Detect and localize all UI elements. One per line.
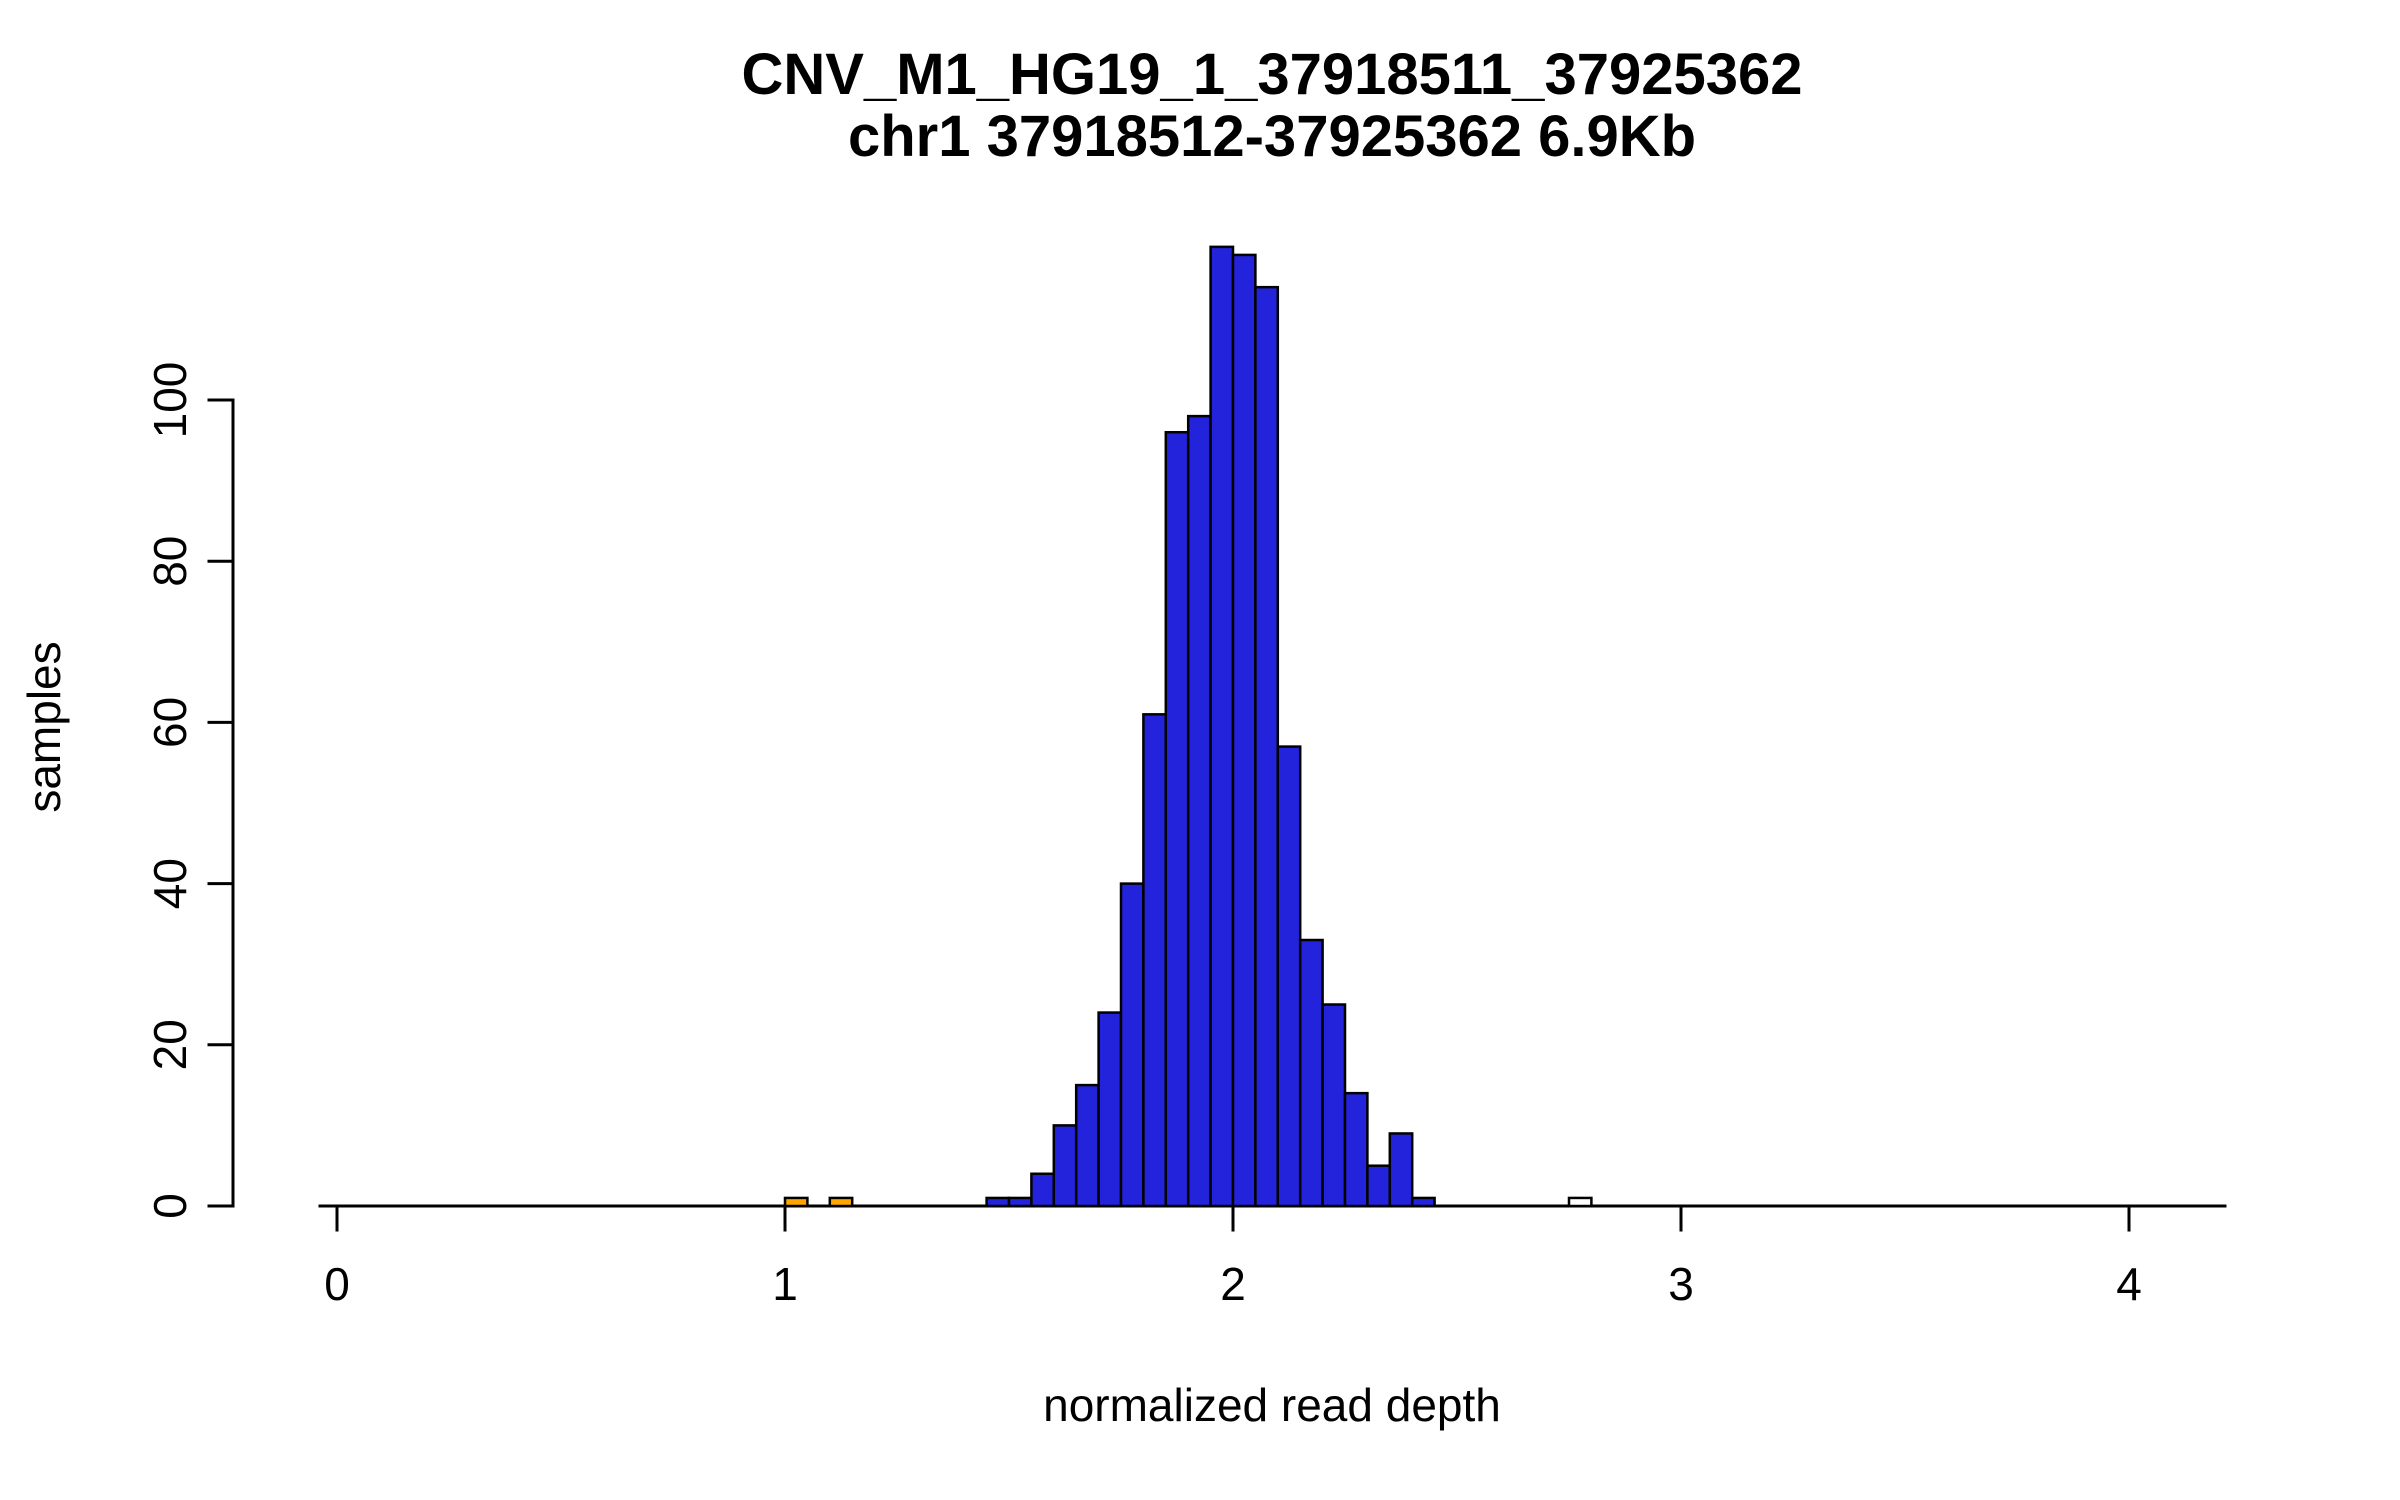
histogram-bar — [1567, 1196, 1593, 1208]
histogram-bar — [828, 1196, 854, 1208]
histogram-bar — [1164, 430, 1190, 1208]
x-axis-label: normalized read depth — [1043, 1379, 1501, 1431]
y-axis-tick-label: 0 — [144, 1193, 196, 1219]
histogram-bar — [1209, 245, 1235, 1208]
y-axis-tick-label: 100 — [144, 362, 196, 439]
x-axis-tick-label: 1 — [772, 1258, 798, 1310]
histogram-bar — [1298, 938, 1324, 1208]
y-axis-tick-label: 80 — [144, 536, 196, 587]
chart-title: CNV_M1_HG19_1_37918511_37925362 — [741, 42, 1803, 107]
histogram-bar — [1052, 1124, 1078, 1208]
histogram-bar — [1343, 1091, 1369, 1208]
histogram-bar — [1119, 882, 1145, 1208]
y-axis-tick-label: 40 — [144, 858, 196, 909]
histogram-bar — [1007, 1196, 1033, 1208]
chart-subtitle: chr1 37918512-37925362 6.9Kb — [847, 104, 1697, 169]
x-axis-tick-label: 3 — [1668, 1258, 1694, 1310]
histogram-bar — [1097, 1011, 1123, 1208]
x-axis-tick-label: 0 — [324, 1258, 350, 1310]
x-axis-tick-label: 2 — [1220, 1258, 1246, 1310]
histogram-bar — [783, 1196, 809, 1208]
x-axis-tick-label: 4 — [2116, 1258, 2142, 1310]
histogram-bar — [1276, 745, 1302, 1208]
y-axis-tick-label: 20 — [144, 1019, 196, 1070]
histogram-bar — [1321, 1003, 1347, 1208]
histogram-bar — [1388, 1132, 1414, 1208]
y-axis-label: samples — [18, 641, 70, 813]
chart-title-block: CNV_M1_HG19_1_37918511_37925362 chr1 379… — [742, 44, 1803, 168]
histogram-bar — [985, 1196, 1011, 1208]
histogram-bar — [1186, 414, 1212, 1208]
histogram-bar — [1074, 1083, 1100, 1208]
histogram-bar — [1231, 253, 1257, 1208]
y-axis-tick-label: 60 — [144, 697, 196, 748]
histogram-bar — [1410, 1196, 1436, 1208]
histogram-bar — [1142, 713, 1168, 1208]
histogram-bar — [1030, 1172, 1056, 1208]
histogram-bar — [1366, 1164, 1392, 1208]
histogram-bar — [1254, 285, 1280, 1208]
